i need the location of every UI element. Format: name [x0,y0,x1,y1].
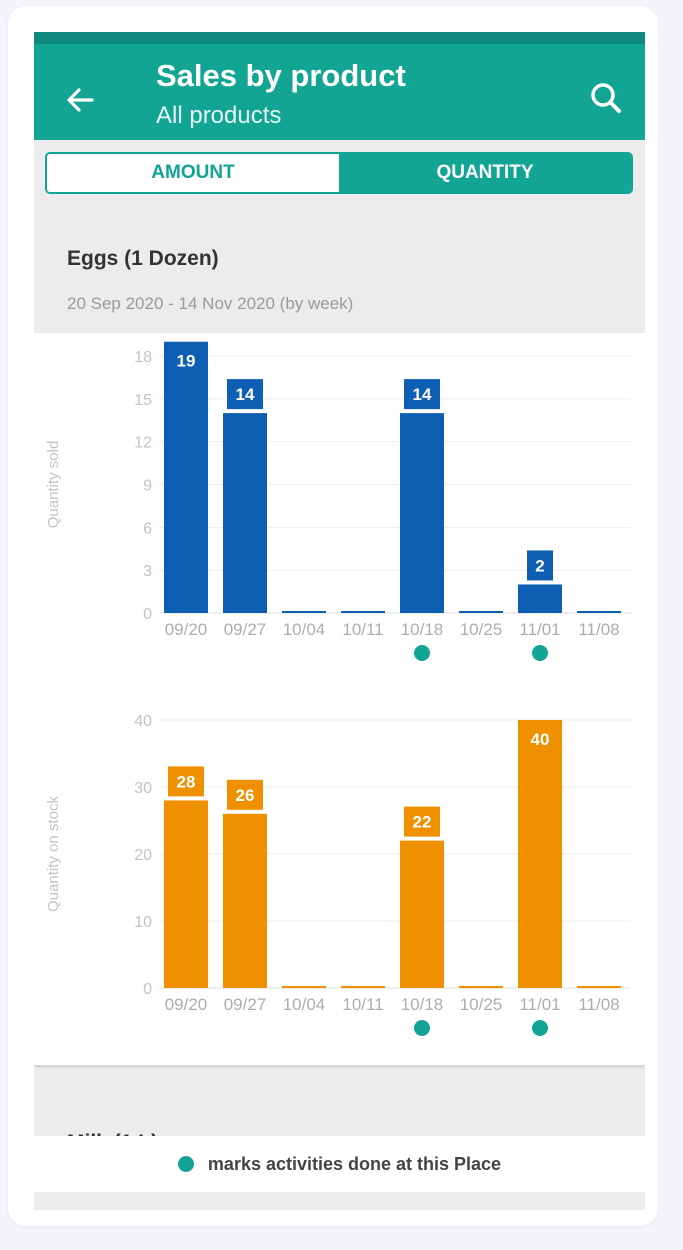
y-tick-label: 9 [143,478,152,495]
page-subtitle: All products [156,102,282,129]
bar [223,413,267,613]
x-tick-label: 10/11 [342,995,383,1014]
bar [459,611,503,613]
app-bar: Sales by product All products [34,44,645,140]
charts-canvas: 0 3 6 9 12 15 18 Quantity sold 19 09/20 14 09/27 10/… [45,341,631,1036]
data-label-box [227,779,263,810]
metric-toggle: AMOUNT QUANTITY [45,152,633,194]
data-label-box [168,345,204,376]
y-axis-title: Quantity on stock [45,796,62,912]
search-icon[interactable] [586,78,626,118]
y-tick-label: 6 [143,520,152,537]
data-label-box [522,724,558,754]
bar [164,800,208,988]
x-tick-label: 10/25 [460,995,503,1014]
app-screen: Sales by product All products AMOUNT QUA… [34,32,645,1210]
data-label: 2 [535,556,544,575]
bar [577,611,621,613]
tab-quantity[interactable]: QUANTITY [339,154,631,192]
activity-mark-icon [414,645,430,661]
bar [341,611,385,613]
tab-amount[interactable]: AMOUNT [47,154,339,192]
data-label-box [404,806,440,837]
activity-mark-icon [414,1020,430,1036]
y-axis-title: Quantity sold [45,441,62,529]
bar [518,584,562,613]
back-arrow-icon[interactable] [62,82,98,118]
activity-mark-icon [532,645,548,661]
data-label-box [227,379,263,410]
y-tick-label: 12 [134,435,152,452]
data-label-box [404,379,440,410]
y-tick-label: 10 [134,914,152,931]
bar [577,986,621,988]
x-tick-label: 09/27 [224,620,267,639]
x-tick-label: 10/11 [342,620,383,639]
bar [223,813,267,988]
x-tick-label: 09/20 [165,620,208,639]
bar [164,341,208,613]
product-title: Eggs (1 Dozen) [67,247,219,270]
x-tick-label: 11/08 [578,995,619,1014]
x-tick-label: 11/08 [578,620,619,639]
data-label: 28 [177,772,196,791]
data-label: 26 [236,786,255,805]
bar [400,840,444,988]
x-tick-label: 09/27 [224,995,267,1014]
date-range: 20 Sep 2020 - 14 Nov 2020 (by week) [67,294,354,313]
data-label: 19 [177,352,196,371]
x-tick-label: 10/25 [460,620,503,639]
legend-bar: marks activities done at this Place [34,1136,645,1192]
x-tick-label: 09/20 [165,995,208,1014]
y-tick-label: 18 [134,349,152,366]
y-tick-label: 0 [143,981,152,998]
bar [518,720,562,988]
data-label-box [168,766,204,797]
product-chart-card: 0 3 6 9 12 15 18 Quantity sold 19 09/20 14 09/27 10/… [34,333,645,1065]
x-tick-label: 10/04 [283,995,326,1014]
y-tick-label: 3 [143,563,152,580]
x-tick-label: 11/01 [519,620,560,639]
data-label: 14 [236,385,255,404]
y-tick-label: 20 [134,847,152,864]
x-tick-label: 10/18 [401,620,444,639]
status-bar [34,32,645,44]
device-frame: Sales by product All products AMOUNT QUA… [8,6,658,1226]
data-label: 14 [413,385,432,404]
data-label-box [527,550,553,581]
bar [459,986,503,988]
data-label: 22 [413,813,432,832]
x-tick-label: 10/04 [283,620,326,639]
y-tick-label: 0 [143,606,152,623]
bar [341,986,385,988]
bar [282,611,326,613]
activity-dot-icon [177,1156,194,1172]
data-label: 40 [531,730,550,749]
x-tick-label: 10/18 [401,995,444,1014]
bar [282,986,326,988]
y-tick-label: 40 [134,713,152,730]
page-title: Sales by product [156,58,406,93]
legend-text: marks activities done at this Place [207,1153,502,1174]
bar [400,413,444,613]
activity-mark-icon [532,1020,548,1036]
x-tick-label: 11/01 [519,995,560,1014]
y-tick-label: 15 [134,392,152,409]
y-tick-label: 30 [134,780,152,797]
